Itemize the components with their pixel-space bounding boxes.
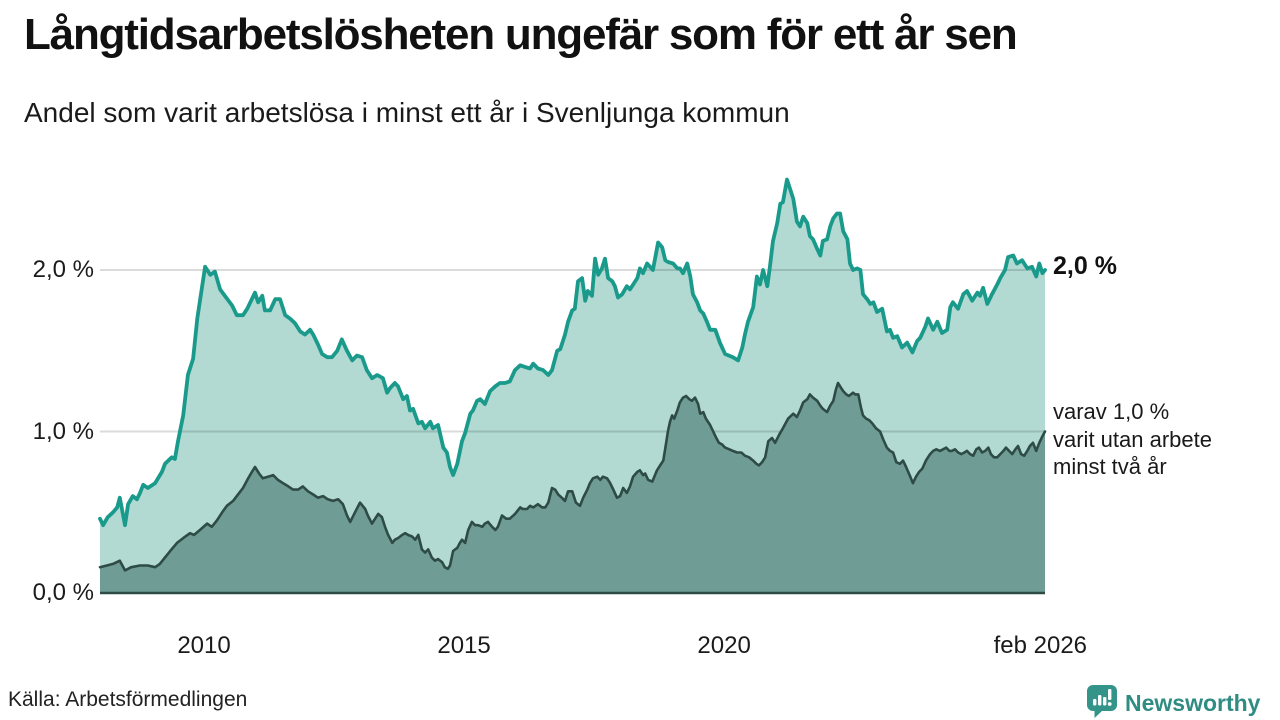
y-tick-label: 1,0 % [32, 417, 94, 445]
newsworthy-wordmark: Newsworthy [1125, 690, 1261, 716]
x-tick-label: 2010 [177, 632, 231, 659]
x-tick-label: feb 2026 [993, 632, 1088, 659]
page-title: Långtidsarbetslösheten ungefär som för e… [24, 10, 1018, 59]
page-subtitle: Andel som varit arbetslösa i minst ett å… [24, 97, 790, 128]
x-tick-label: 2015 [437, 632, 491, 659]
y-tick-label: 0,0 % [32, 579, 94, 606]
y-tick-label: 2,0 % [32, 256, 94, 283]
latest-value-label: 2,0 % [1053, 252, 1117, 280]
line-two-year [98, 381, 1047, 572]
newsworthy-bubble-chart-icon [1086, 684, 1118, 720]
x-tick-label: 2020 [697, 632, 751, 659]
area-two-year [100, 383, 1045, 593]
two-year-annotation: varav 1,0 % varit utan arbete minst två … [1053, 399, 1212, 479]
area-one-year [100, 179, 1045, 593]
line-one-year [98, 177, 1047, 528]
newsworthy-logo: Newsworthy [1086, 684, 1260, 720]
source-attribution: Källa: Arbetsförmedlingen [8, 688, 248, 711]
